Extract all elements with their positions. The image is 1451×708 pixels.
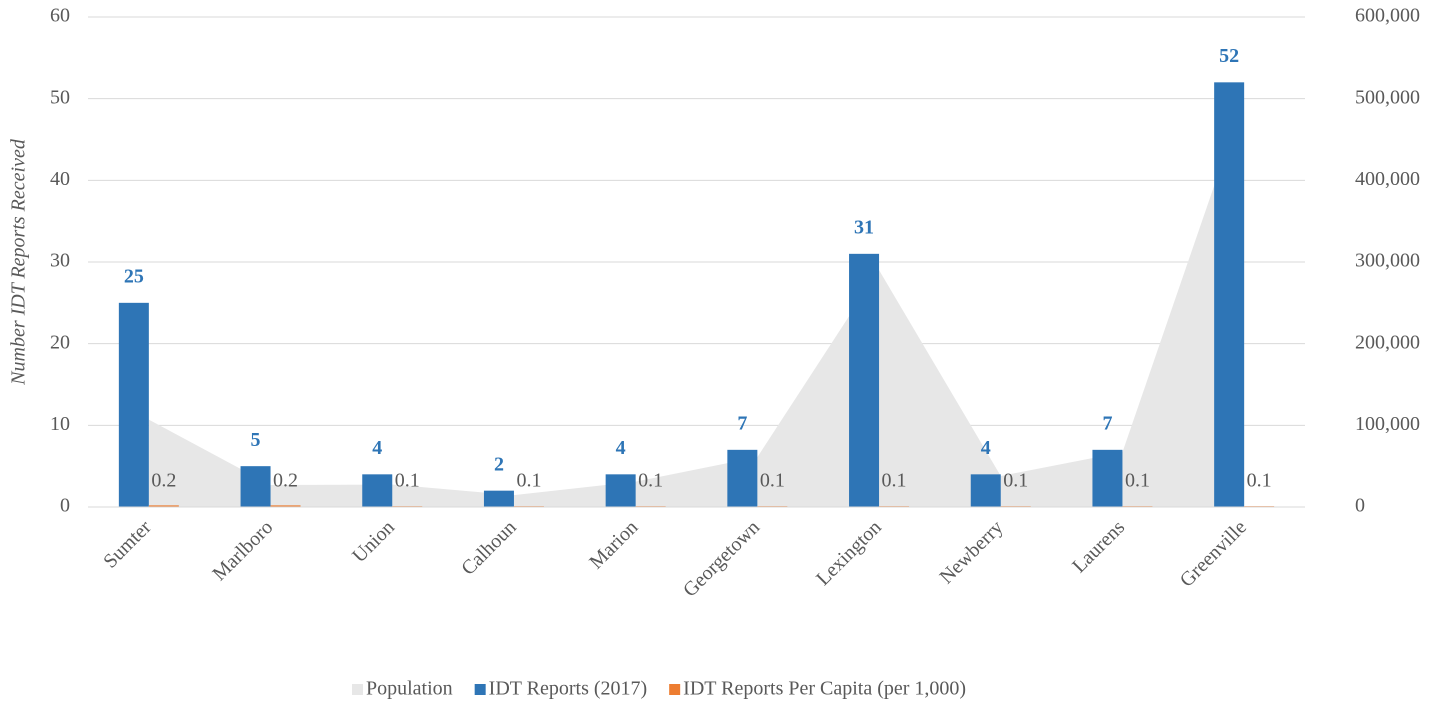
data-label: 4 (372, 437, 382, 459)
x-tick-label: Marion (585, 516, 642, 573)
legend-marker (474, 684, 486, 695)
bar (849, 253, 880, 507)
x-tick-label: Marlboro (208, 516, 277, 585)
y2-tick-label: 0 (1355, 495, 1365, 517)
bar (970, 474, 1001, 507)
x-tick-label: Calhoun (457, 516, 520, 579)
legend-marker (352, 684, 363, 695)
y2-tick-label: 400,000 (1355, 168, 1420, 190)
data-label: 0.2 (151, 470, 176, 492)
area (148, 98, 1245, 508)
y-tick-label: 20 (50, 331, 70, 353)
y-tick-label: 30 (50, 250, 70, 272)
y2-tick-label: 500,000 (1355, 86, 1420, 108)
y-tick-label: 50 (50, 86, 70, 108)
x-tick-label: Laurens (1068, 516, 1129, 577)
data-label: 7 (737, 412, 747, 434)
bar (148, 505, 179, 507)
legend-marker (669, 684, 681, 695)
data-label: 0.1 (882, 470, 907, 492)
x-tick-label: Georgetown (679, 516, 764, 601)
y-tick-label: 40 (50, 168, 70, 190)
bar (727, 449, 758, 507)
data-label: 0.1 (516, 470, 541, 492)
data-label: 4 (616, 437, 626, 459)
data-label: 31 (854, 216, 874, 238)
bar (483, 490, 514, 507)
data-label: 5 (251, 429, 261, 451)
data-label: 0.2 (273, 470, 298, 492)
y-axis-label: Number IDT Reports Received (8, 138, 30, 386)
y2-tick-label: 300,000 (1355, 250, 1420, 272)
y2-tick-label: 200,000 (1355, 331, 1420, 353)
legend-label: Population (366, 678, 453, 700)
y-tick-label: 0 (60, 495, 70, 517)
y2-tick-label: 100,000 (1355, 413, 1420, 435)
data-label: 0.1 (1125, 470, 1150, 492)
bar (1214, 82, 1245, 507)
data-label: 0.1 (760, 470, 785, 492)
data-label: 4 (981, 437, 991, 459)
data-label: 0.1 (1003, 470, 1028, 492)
bar (362, 474, 393, 507)
data-label: 2 (494, 453, 504, 475)
y-tick-label: 10 (50, 413, 70, 435)
data-label: 7 (1102, 412, 1112, 434)
x-tick-label: Newberry (935, 516, 1007, 588)
data-label: 25 (124, 265, 144, 287)
legend-label: IDT Reports (2017) (489, 678, 648, 700)
y2-tick-label: 600,000 (1355, 5, 1420, 27)
y-tick-label: 60 (50, 5, 70, 27)
bar (270, 505, 301, 507)
bar (605, 474, 636, 507)
bar (1092, 449, 1123, 507)
bar (118, 302, 149, 507)
data-label: 0.1 (395, 470, 420, 492)
data-label: 0.1 (638, 470, 663, 492)
legend-label: IDT Reports Per Capita (per 1,000) (683, 678, 966, 700)
data-label: 52 (1219, 45, 1239, 67)
x-tick-label: Lexington (812, 516, 886, 590)
bar (240, 466, 271, 507)
x-tick-label: Union (348, 516, 399, 567)
x-tick-label: Greenville (1176, 516, 1251, 591)
data-label: 0.1 (1247, 470, 1272, 492)
x-tick-label: Sumter (99, 516, 156, 573)
